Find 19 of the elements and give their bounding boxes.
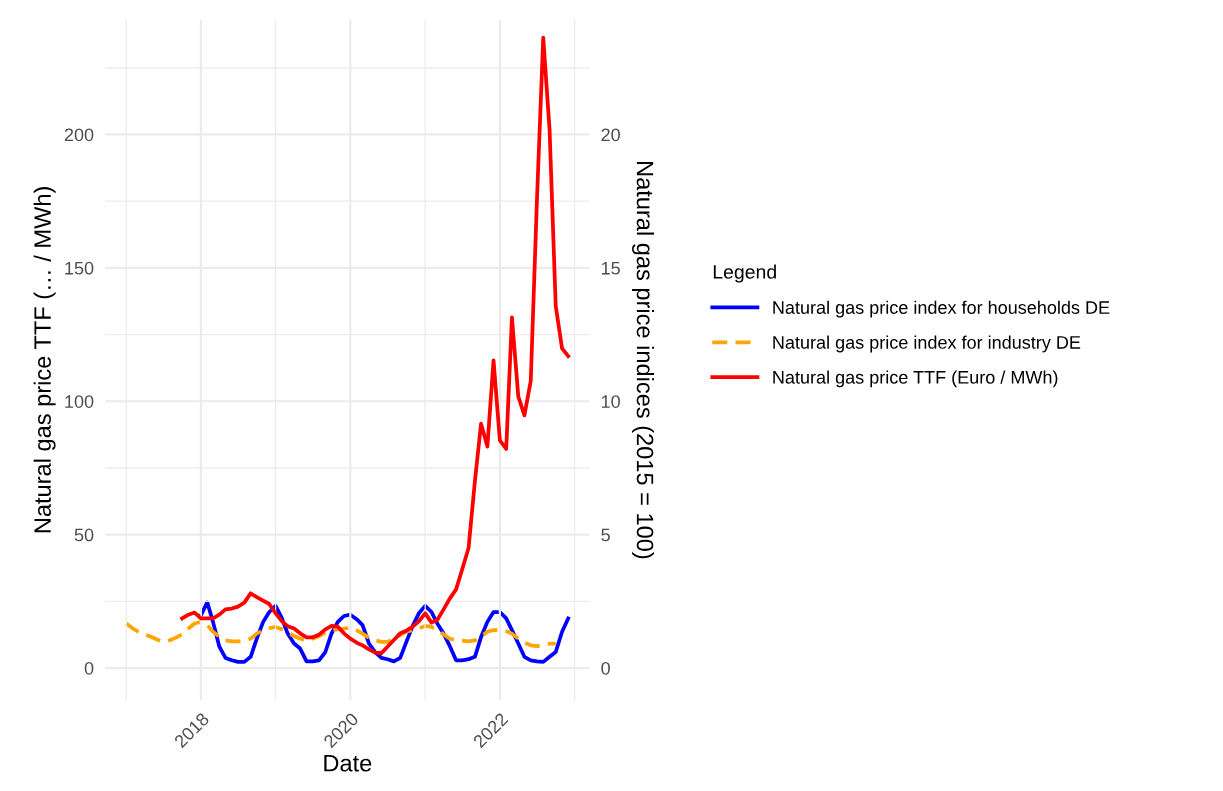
- y-tick-label: 200: [64, 128, 94, 142]
- line-series: [124, 619, 558, 649]
- y-axis-title: Natural gas price TTF (… / MWh): [33, 187, 56, 533]
- y2-tick-label: 10: [601, 395, 620, 408]
- y2-tick-label: 5: [601, 528, 610, 542]
- y-tick-label: 50: [74, 528, 94, 542]
- line-series: [180, 35, 571, 655]
- y-tick-label: 0: [84, 661, 94, 675]
- legend-label: Natural gas price TTF (Euro / MWh): [773, 370, 1058, 388]
- legend-title: Legend: [713, 264, 776, 283]
- x-axis-title: Date: [324, 755, 372, 772]
- legend-label: Natural gas price index for industry DE: [773, 335, 1081, 353]
- y-tick-label: 100: [65, 395, 94, 408]
- y2-axis-title: Natural gas price indices (2015 = 100): [632, 162, 655, 559]
- y2-tick-label: 15: [601, 261, 620, 275]
- legend-label: Natural gas price index for households DE: [773, 300, 1110, 318]
- y2-tick-label: 20: [601, 128, 620, 142]
- y-tick-label: 150: [65, 261, 94, 275]
- y2-tick-label: 0: [601, 661, 610, 675]
